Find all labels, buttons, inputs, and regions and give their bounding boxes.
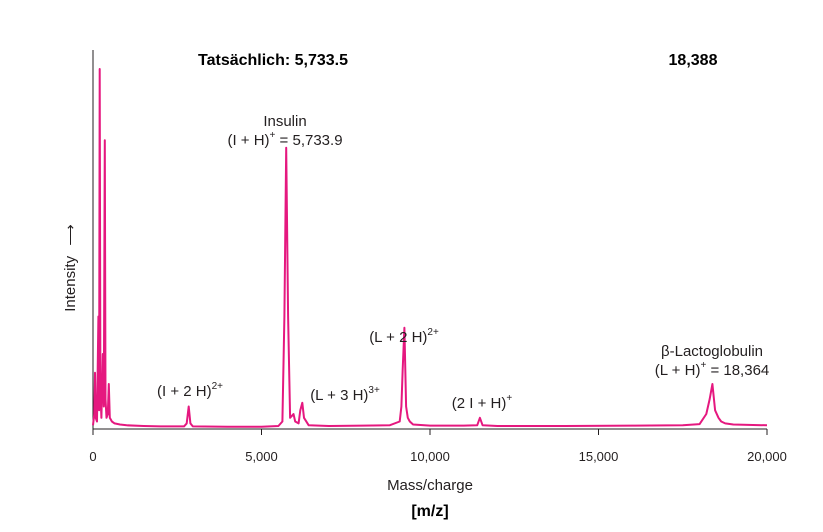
actual-mass-note-2: 18,388 [669,52,718,69]
i-2h-label: (I + 2 H)2+ [157,381,223,400]
insulin-label-line-1: Insulin [263,113,306,130]
x-tick-label: 20,000 [747,449,787,464]
l-3h-label: (L + 3 H)3+ [310,385,380,404]
2i-h-label: (2 I + H)+ [452,393,513,412]
lactoglobulin-label-line-2: (L + H)+ = 18,364 [655,360,770,379]
insulin-label-line-2: (I + H)+ = 5,733.9 [227,130,342,149]
l-2h-label: (L + 2 H)2+ [369,327,439,346]
actual-mass-note: Tatsächlich: 5,733.5 [198,52,348,69]
x-ticks: 0 5,000 10,000 15,000 20,000 [89,429,787,464]
y-axis-title-group: Intensity ⟶ [62,224,79,312]
x-tick-label: 5,000 [245,449,278,464]
x-axis-title: Mass/charge [387,477,473,494]
x-axis-unit: [m/z] [411,503,448,520]
spectrum-line [92,68,768,428]
x-tick-label: 0 [89,449,96,464]
peak-annotations: Insulin(I + H)+ = 5,733.9 (I + 2 H)2+ (L +… [157,113,769,412]
x-tick-label: 15,000 [579,449,619,464]
y-axis-label: Intensity [62,255,79,311]
y-axis-title: Intensity ⟶ [62,224,79,312]
x-tick-label: 10,000 [410,449,450,464]
y-axis-arrow: ⟶ [62,224,79,246]
lactoglobulin-label-line-1: β-Lactoglobulin [661,343,763,360]
